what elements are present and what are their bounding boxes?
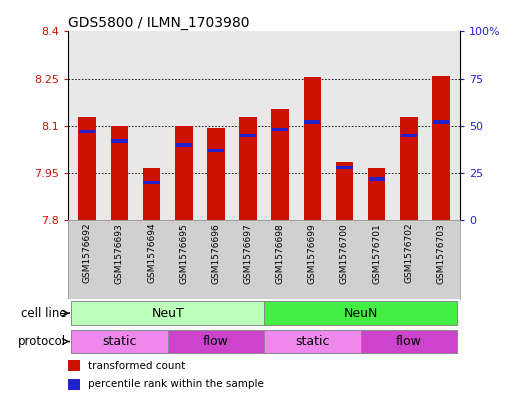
Text: protocol: protocol — [18, 335, 66, 348]
Bar — [175, 126, 192, 220]
Bar — [68, 360, 79, 371]
Bar — [432, 75, 450, 220]
Bar — [79, 130, 95, 133]
Bar — [208, 149, 224, 152]
Text: NeuN: NeuN — [344, 307, 378, 320]
Text: percentile rank within the sample: percentile rank within the sample — [88, 379, 264, 389]
Text: GSM1576693: GSM1576693 — [115, 223, 124, 284]
Bar — [303, 77, 321, 220]
Bar — [400, 116, 418, 220]
Text: GSM1576703: GSM1576703 — [437, 223, 446, 284]
Bar — [143, 169, 161, 220]
Bar — [336, 166, 353, 169]
Bar — [207, 128, 225, 220]
Text: cell line: cell line — [21, 307, 66, 320]
Bar — [71, 301, 264, 325]
Bar — [110, 126, 128, 220]
Bar — [68, 379, 79, 390]
Bar — [368, 169, 385, 220]
Text: GSM1576701: GSM1576701 — [372, 223, 381, 284]
Bar — [168, 330, 264, 353]
Text: GSM1576694: GSM1576694 — [147, 223, 156, 283]
Bar — [264, 301, 457, 325]
Text: static: static — [102, 335, 137, 348]
Text: GSM1576696: GSM1576696 — [211, 223, 220, 284]
Text: GDS5800 / ILMN_1703980: GDS5800 / ILMN_1703980 — [68, 17, 249, 30]
Bar — [304, 121, 321, 124]
Text: GSM1576702: GSM1576702 — [404, 223, 413, 283]
Text: transformed count: transformed count — [88, 361, 185, 371]
Bar — [264, 330, 360, 353]
Text: GSM1576692: GSM1576692 — [83, 223, 92, 283]
Bar — [401, 134, 417, 137]
Text: flow: flow — [203, 335, 229, 348]
Bar — [240, 134, 256, 137]
Bar — [143, 181, 160, 184]
Bar — [111, 140, 128, 143]
Text: NeuT: NeuT — [151, 307, 184, 320]
Text: GSM1576697: GSM1576697 — [244, 223, 253, 284]
Bar — [78, 116, 96, 220]
Bar — [360, 330, 457, 353]
Bar — [369, 177, 385, 181]
Bar — [336, 162, 354, 220]
Text: GSM1576699: GSM1576699 — [308, 223, 317, 284]
Bar — [239, 116, 257, 220]
Bar — [272, 128, 288, 131]
Text: static: static — [295, 335, 329, 348]
Text: GSM1576700: GSM1576700 — [340, 223, 349, 284]
Text: GSM1576695: GSM1576695 — [179, 223, 188, 284]
Bar — [176, 143, 192, 147]
Bar — [433, 121, 449, 124]
Bar — [71, 330, 168, 353]
Bar — [271, 108, 289, 220]
Text: flow: flow — [396, 335, 422, 348]
Text: GSM1576698: GSM1576698 — [276, 223, 285, 284]
